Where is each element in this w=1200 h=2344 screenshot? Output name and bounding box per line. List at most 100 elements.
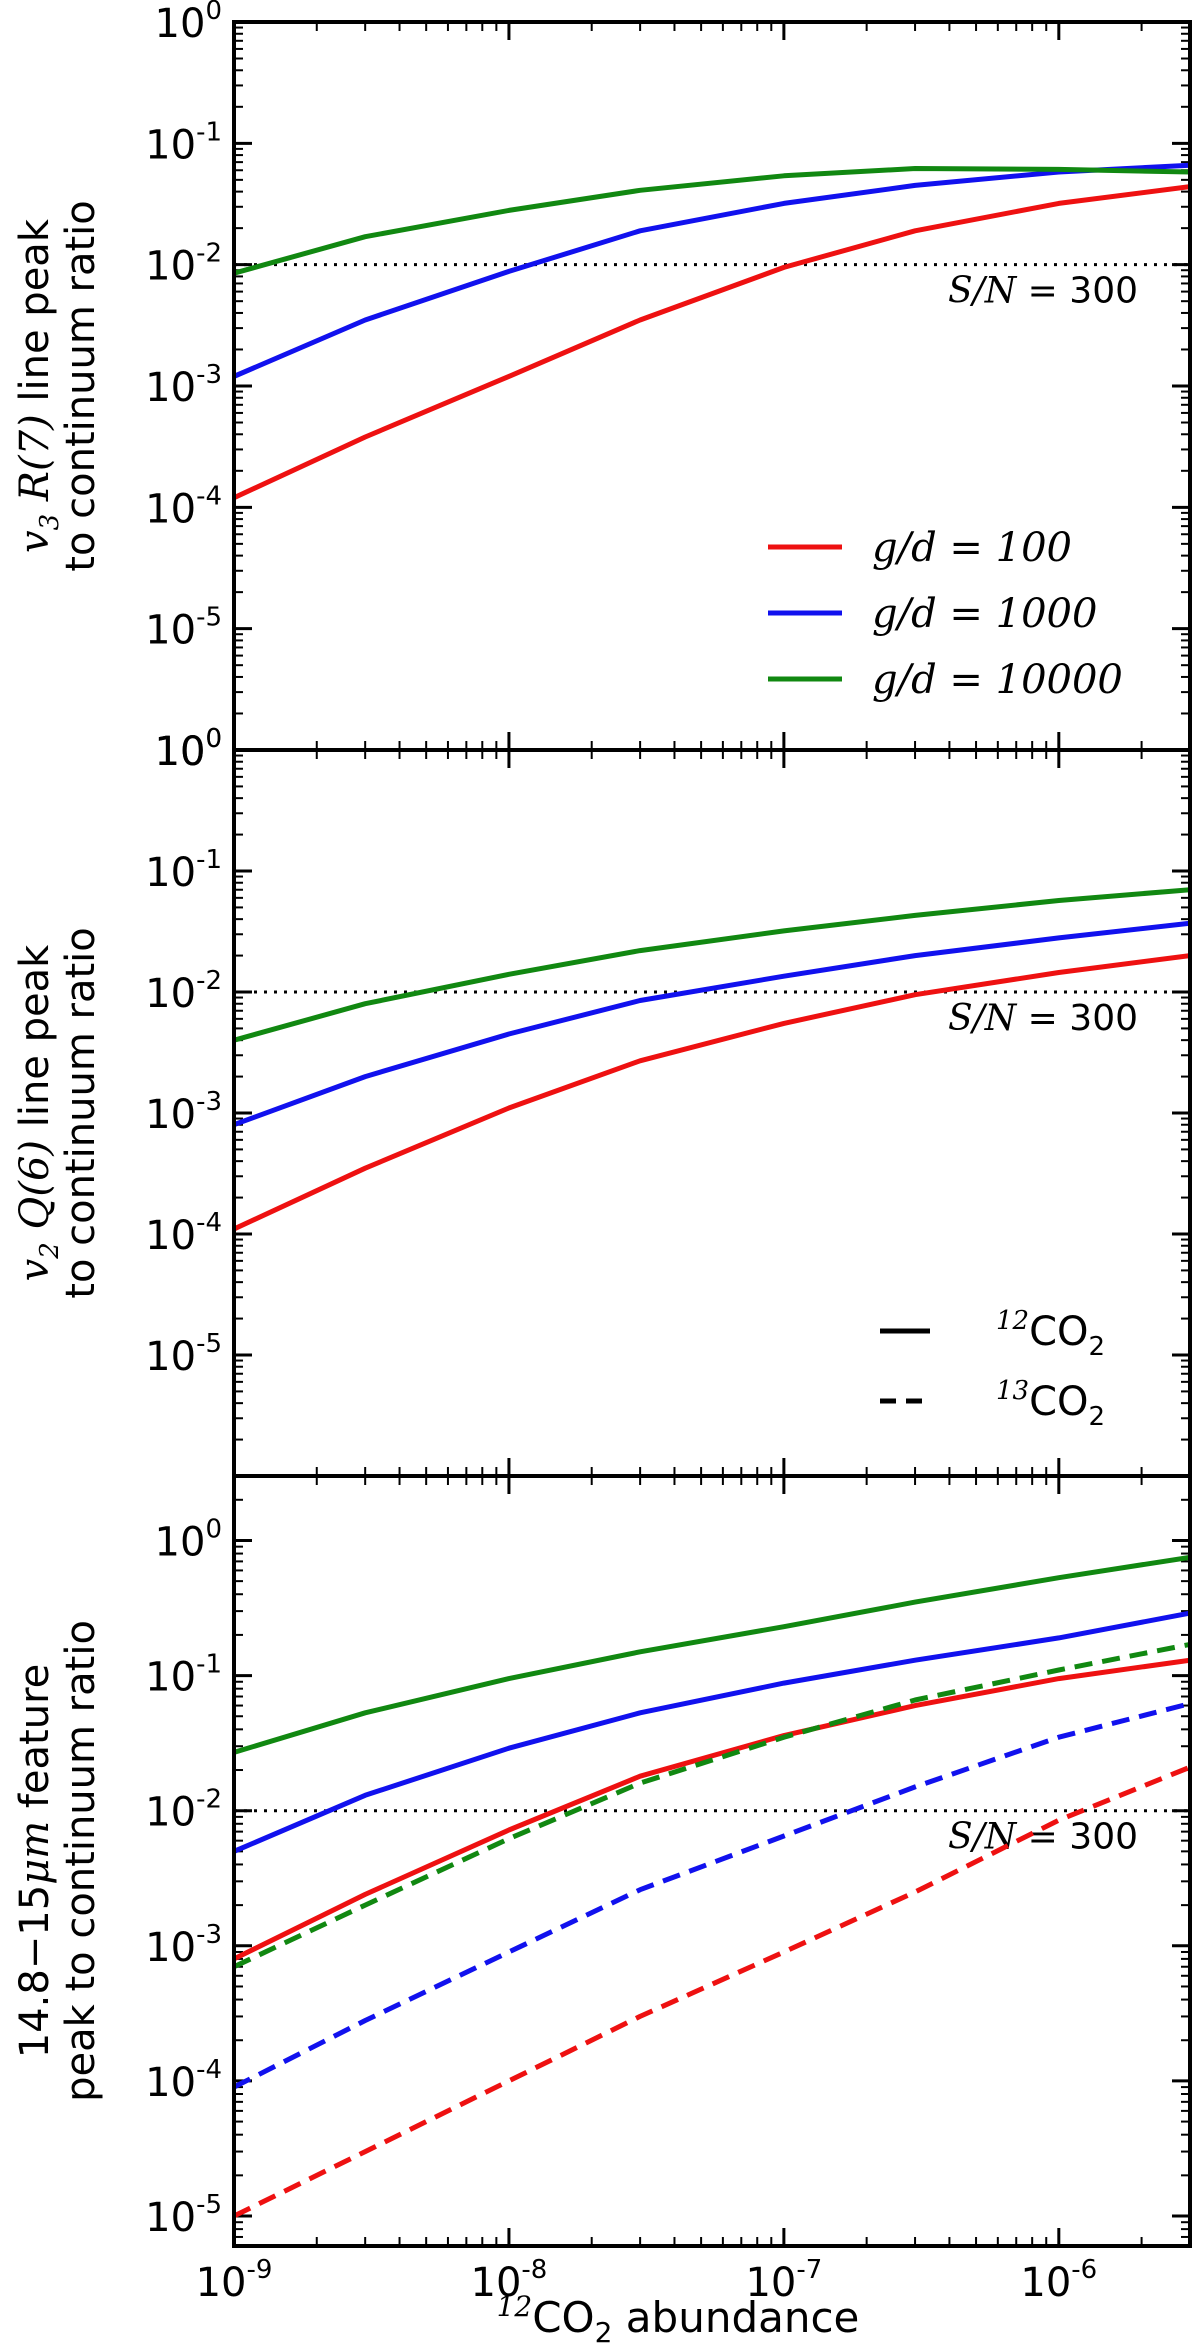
y-tick-label-base: 10 (155, 1519, 206, 1565)
y-tick-label-base: 10 (145, 1334, 196, 1380)
y-tick-label: 10-1 (145, 845, 222, 896)
x-axis-label-subscript: 2 (595, 2316, 613, 2344)
axis-ticks (232, 748, 1191, 1478)
y-tick-label-exponent: -2 (196, 966, 222, 996)
x-tick-label-exponent: -6 (1071, 2255, 1097, 2285)
plot-frame (232, 1474, 1192, 2248)
y-tick-label-exponent: 0 (205, 1514, 222, 1544)
x-axis-label-superscript: 12 (497, 2290, 533, 2323)
axis-ticks (232, 1475, 1191, 2247)
y-axis-label-suffix: feature (12, 1664, 58, 1821)
y-tick-label: 10-4 (145, 481, 222, 532)
y-axis-label-variable: R(7) (12, 414, 58, 514)
legend-label-main: CO (1029, 1309, 1088, 1355)
legend-label-value: = 100 (937, 525, 1072, 571)
y-axis-label-variable: Q(6) (12, 1140, 58, 1242)
legend-label-main: CO (1029, 1379, 1088, 1425)
y-tick-label-exponent: -2 (196, 239, 222, 269)
legend-label-superscript: 13 (996, 1376, 1029, 1406)
series-group (234, 1554, 1190, 2219)
series-line-green (234, 166, 1190, 276)
legend-label: g/d = 10000 (872, 657, 1123, 703)
legend-label-var: g/d (872, 525, 937, 571)
y-axis-label-subscript: 2 (35, 1242, 65, 1260)
y-axis-label-prefix: v (12, 530, 58, 553)
x-axis-label-tail: abundance (612, 2293, 859, 2342)
series-line-green (234, 887, 1190, 1043)
y-axis-label-prefix: 14.8−15 (12, 1885, 58, 2058)
plot-frame (232, 748, 1192, 1478)
y-tick-label-base: 10 (145, 1925, 196, 1971)
legend-label-subscript: 2 (1089, 1402, 1106, 1432)
y-tick-label-exponent: -3 (196, 1920, 222, 1950)
threshold-label: S/N = 300 (948, 998, 1138, 1039)
x-tick-label: 10-6 (1020, 2255, 1097, 2306)
y-tick-label-exponent: -3 (196, 360, 222, 390)
y-tick-label: 10-2 (145, 1785, 222, 1836)
legend-label: 12CO2 (996, 1306, 1105, 1362)
y-tick-label-base: 10 (145, 122, 196, 168)
y-axis-label-prefix: v (12, 1258, 58, 1281)
y-tick-label: 10-2 (145, 239, 222, 290)
x-tick-label-base: 10 (1020, 2260, 1071, 2306)
threshold-label-value: = 300 (1016, 271, 1138, 312)
threshold-label: S/N = 300 (948, 271, 1138, 312)
y-axis-label-suffix: line peak (12, 218, 58, 414)
y-tick-label: 10-4 (145, 1208, 222, 1259)
x-tick-label: 10-7 (745, 2255, 822, 2306)
y-axis-label-variable: μm (12, 1821, 58, 1885)
y-tick-label: 100 (155, 724, 222, 775)
legend-label: g/d = 100 (872, 525, 1072, 571)
y-tick-label: 10-2 (145, 966, 222, 1017)
x-tick-label-exponent: -8 (521, 2255, 547, 2285)
y-axis-label-line1: v3 R(7) line peak (12, 218, 65, 553)
y-tick-label-exponent: -3 (196, 1087, 222, 1117)
threshold-label-var: S/N (948, 1817, 1018, 1858)
y-tick-label: 10-5 (145, 603, 222, 654)
y-tick-label-base: 10 (155, 729, 206, 775)
axis-ticks (232, 20, 1191, 752)
threshold-label-value: = 300 (1016, 1817, 1138, 1858)
y-tick-label-exponent: 0 (205, 724, 222, 754)
y-tick-label-base: 10 (145, 244, 196, 290)
x-tick-label-base: 10 (745, 2260, 796, 2306)
legend-label: 13CO2 (996, 1376, 1105, 1432)
series-line-green (234, 1554, 1190, 1755)
y-tick-label-base: 10 (145, 2060, 196, 2106)
y-tick-label: 100 (155, 724, 222, 775)
y-tick-label: 10-3 (145, 360, 222, 411)
plot-frame (232, 20, 1192, 752)
x-axis-label-main: CO (532, 2293, 594, 2342)
series-line-red (234, 184, 1190, 500)
y-tick-label-base: 10 (145, 1213, 196, 1259)
y-tick-label: 100 (155, 0, 222, 47)
y-tick-label-base: 10 (145, 971, 196, 1017)
y-tick-label-base: 10 (145, 1655, 196, 1701)
y-tick-label: 10-1 (145, 1650, 222, 1701)
y-tick-label-base: 10 (145, 1092, 196, 1138)
y-tick-label-exponent: -4 (196, 2055, 222, 2085)
legend-label-var: g/d (872, 591, 937, 637)
y-tick-label-base: 10 (145, 2195, 196, 2241)
x-tick-label-exponent: -9 (246, 2255, 272, 2285)
y-axis-label-line1: v2 Q(6) line peak (12, 944, 65, 1281)
y-axis-label-subscript: 3 (35, 514, 65, 531)
legend-label-value: = 1000 (937, 591, 1098, 637)
x-tick-label-exponent: -7 (796, 2255, 822, 2285)
y-tick-label-base: 10 (145, 850, 196, 896)
y-axis-label-line2: peak to continuum ratio (58, 1620, 104, 2102)
series-line-blue (234, 920, 1190, 1128)
y-tick-label-exponent: -1 (196, 117, 222, 147)
y-tick-label-exponent: -4 (196, 1208, 222, 1238)
x-tick-label-base: 10 (196, 2260, 247, 2306)
y-tick-label-base: 10 (145, 365, 196, 411)
y-tick-label: 10-4 (145, 2055, 222, 2106)
legend-label-subscript: 2 (1089, 1332, 1106, 1362)
series-line-green-dashed (234, 1641, 1190, 1969)
series-line-red (234, 953, 1190, 1232)
